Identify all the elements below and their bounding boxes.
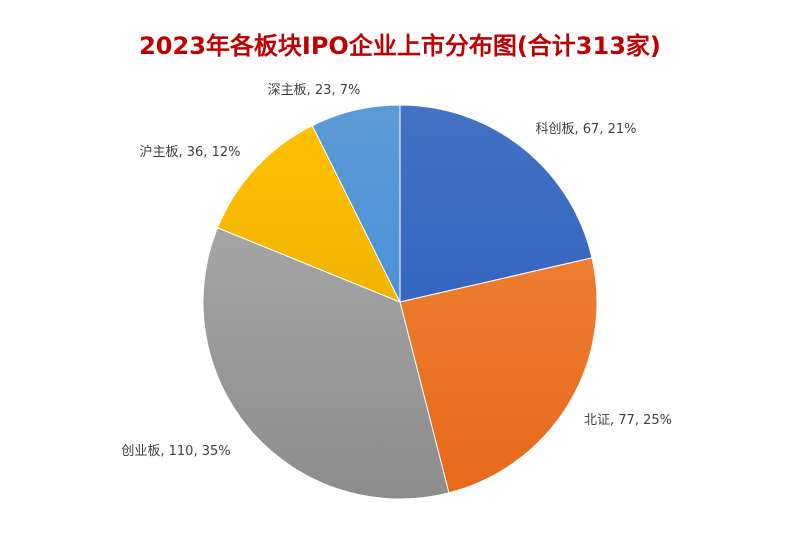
pie-slice-4 <box>216 124 402 303</box>
pie-slices <box>202 104 598 500</box>
pie-slice-2 <box>399 257 598 494</box>
data-label-4: 沪主板, 36, 12% <box>140 144 241 160</box>
pie-slice-3 <box>202 227 450 500</box>
data-label-5: 深主板, 23, 7% <box>268 83 361 98</box>
pie-slice-5 <box>311 104 401 303</box>
pie-slice-1 <box>399 104 593 303</box>
data-label-3: 创业板, 110, 35% <box>121 444 230 459</box>
chart-title: 2023年各板块IPO企业上市分布图(合计313家) <box>139 32 661 60</box>
data-label-2: 北证, 77, 25% <box>584 413 672 428</box>
pie-data-labels: 科创板, 67, 21% 北证, 77, 25% 创业板, 110, 35% 沪主板,… <box>121 83 672 459</box>
data-label-1: 科创板, 67, 21% <box>536 122 637 137</box>
